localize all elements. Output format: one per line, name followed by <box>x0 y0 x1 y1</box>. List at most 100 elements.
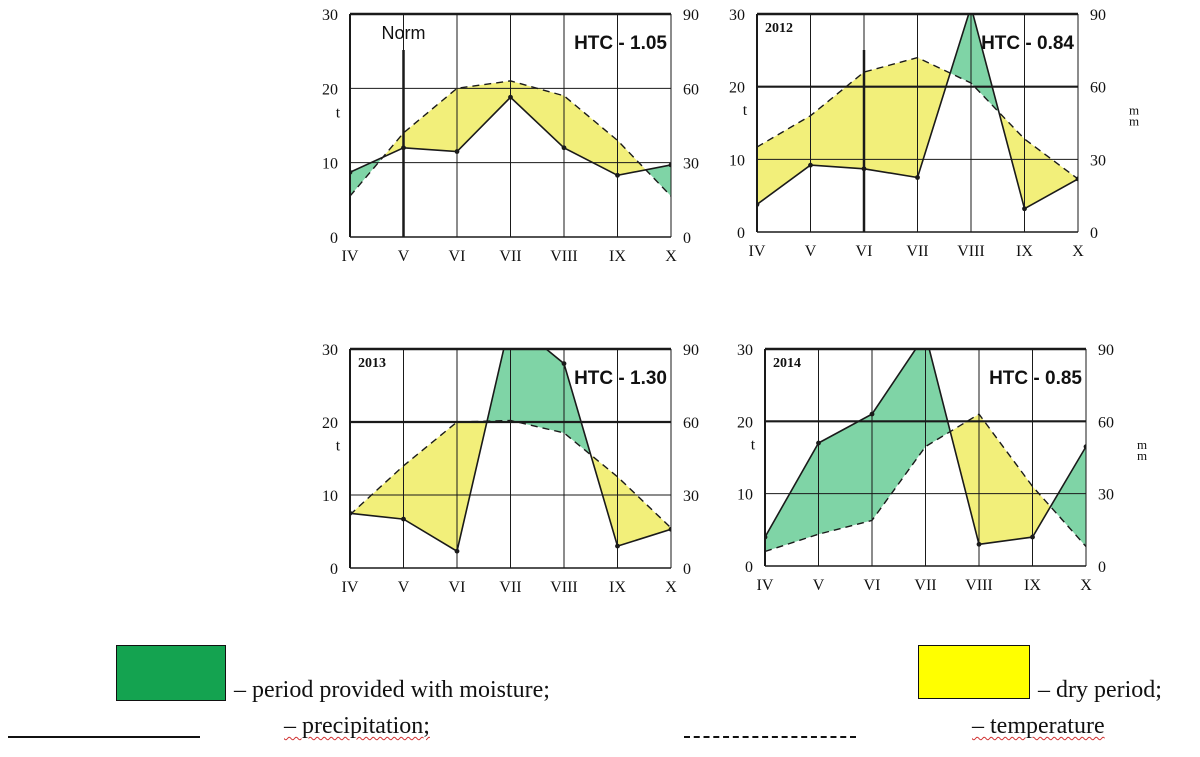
precipitation-point <box>401 516 406 522</box>
panel-norm-label: Norm <box>382 23 426 43</box>
x-tick-label: IV <box>342 248 359 265</box>
precipitation-point <box>808 162 813 168</box>
y-left-tick-label: 0 <box>330 230 338 247</box>
precipitation-point <box>915 175 920 180</box>
moist-area <box>872 349 926 521</box>
moisture-legend-label: – period provided with moisture; <box>234 677 550 703</box>
precipitation-point <box>454 149 460 154</box>
x-tick-label: IX <box>1024 577 1041 594</box>
precipitation-point <box>1083 444 1086 450</box>
moist-area <box>487 349 511 422</box>
precipitation-legend-label: – precipitation; <box>284 713 430 739</box>
precipitation-point <box>757 201 760 207</box>
y-left-tick-label: 20 <box>322 81 338 98</box>
precipitation-point <box>976 541 982 547</box>
fill-areas <box>350 80 671 197</box>
y-right-tick-label: 90 <box>1098 342 1114 359</box>
precipitation-point <box>861 166 867 172</box>
x-tick-label: VIII <box>550 579 578 596</box>
x-tick-label: IV <box>749 243 766 260</box>
htc-label: HTC - 1.05 <box>574 33 667 54</box>
precipitation-point <box>508 94 513 100</box>
y-left-axis-label: t <box>751 437 756 454</box>
precipitation-point <box>615 172 620 178</box>
precipitation-point <box>816 440 821 446</box>
x-tick-label: V <box>805 243 817 260</box>
x-tick-label: VIII <box>965 577 993 594</box>
moist-area <box>765 443 819 552</box>
y-left-tick-label: 20 <box>322 415 338 432</box>
x-tick-label: X <box>665 248 677 265</box>
precipitation-point <box>561 145 567 151</box>
series-lines <box>350 80 671 197</box>
y-left-tick-label: 30 <box>729 7 745 24</box>
x-tick-label: V <box>813 577 825 594</box>
y-right-tick-label: 60 <box>1090 80 1106 97</box>
y-right-tick-label: 0 <box>1090 225 1098 242</box>
precipitation-point <box>869 411 875 417</box>
x-tick-label: VI <box>449 579 466 596</box>
x-tick-label: X <box>1072 243 1084 260</box>
x-tick-label: IV <box>342 579 359 596</box>
dry-area <box>1032 486 1051 538</box>
precipitation-point <box>1022 206 1027 212</box>
dry-area <box>810 72 864 169</box>
x-tick-label: V <box>398 248 410 265</box>
x-tick-label: VI <box>449 248 466 265</box>
y-left-axis-label: t <box>743 102 748 119</box>
moist-area <box>818 414 872 535</box>
y-right-tick-label: 90 <box>683 7 699 24</box>
temperature-line <box>350 80 671 197</box>
temperature-legend-label: – temperature <box>972 713 1105 739</box>
y-left-tick-label: 0 <box>745 559 753 576</box>
precipitation-point <box>615 543 620 549</box>
y-right-tick-label: 60 <box>683 415 699 432</box>
y-right-tick-label: 30 <box>683 156 699 173</box>
moisture-swatch <box>116 645 226 701</box>
chart-panel: 0 10 20 30 0 30 60 90 IV V VI VII VIII IX Xt 2013 HTC - … <box>322 342 699 596</box>
moist-area <box>950 14 971 83</box>
y-left-tick-label: 30 <box>737 342 753 359</box>
x-tick-label: V <box>398 579 410 596</box>
y-left-tick-label: 0 <box>737 225 745 242</box>
x-tick-label: VII <box>906 243 928 260</box>
panel-year-label: 2012 <box>765 21 793 36</box>
y-right-tick-label: 60 <box>1098 414 1114 431</box>
dry-area <box>403 422 457 552</box>
y-right-tick-label: 0 <box>1098 559 1106 576</box>
x-tick-label: VIII <box>550 248 578 265</box>
panel-year-label: 2013 <box>358 356 386 371</box>
moist-area <box>1050 446 1086 547</box>
chart-panel: 0 10 20 30 0 30 60 90 IV V VI VII VIII IX Xt m m 2014 HTC … <box>737 342 1147 594</box>
x-tick-label: X <box>1080 577 1092 594</box>
htc-label: HTC - 0.84 <box>981 33 1074 54</box>
y-left-tick-label: 20 <box>737 414 753 431</box>
precipitation-point <box>350 169 353 175</box>
series-lines <box>757 14 1078 212</box>
precipitation-point <box>1075 176 1078 182</box>
htc-label: HTC - 1.30 <box>574 368 667 389</box>
y-left-tick-label: 30 <box>322 7 338 24</box>
y-left-tick-label: 10 <box>322 156 338 173</box>
panel-year-label: 2014 <box>773 356 801 371</box>
precipitation-point <box>350 510 353 516</box>
x-tick-label: IX <box>1016 243 1033 260</box>
y-right-tick-label: 90 <box>1090 7 1106 24</box>
dry-swatch <box>918 645 1030 699</box>
y-right-tick-label: 0 <box>683 230 691 247</box>
y-right-tick-label: 30 <box>683 488 699 505</box>
precipitation-point <box>1030 534 1035 540</box>
x-tick-label: VIII <box>957 243 985 260</box>
x-tick-label: VII <box>499 248 521 265</box>
y-left-tick-label: 10 <box>322 488 338 505</box>
y-left-axis-label: t <box>336 105 341 122</box>
chart-panel: 0 10 20 30 0 30 60 90 IV V VI VII VIII IX Xt Norm HTC - … <box>322 7 699 265</box>
precipitation-point <box>668 526 671 532</box>
precipitation-point <box>401 145 406 151</box>
y-right-tick-label: 30 <box>1090 152 1106 169</box>
y-right-tick-label: 30 <box>1098 487 1114 504</box>
x-tick-label: VI <box>864 577 881 594</box>
dry-area <box>617 476 671 547</box>
dry-legend-label: – dry period; <box>1038 677 1162 703</box>
